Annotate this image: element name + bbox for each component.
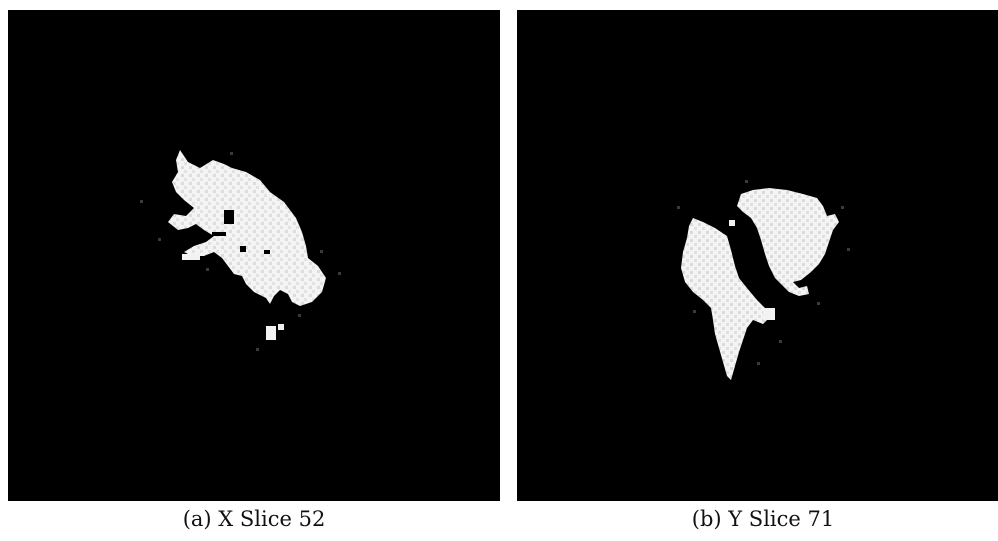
x-slice-caption: (a) X Slice 52: [182, 507, 326, 531]
y-slice-segmentation-mask: [677, 180, 850, 380]
y-slice-image: [517, 10, 998, 501]
y-slice-caption: (b) Y Slice 71: [691, 507, 835, 531]
x-slice-segmentation-mask: [140, 150, 341, 351]
x-slice-image: [8, 10, 500, 501]
